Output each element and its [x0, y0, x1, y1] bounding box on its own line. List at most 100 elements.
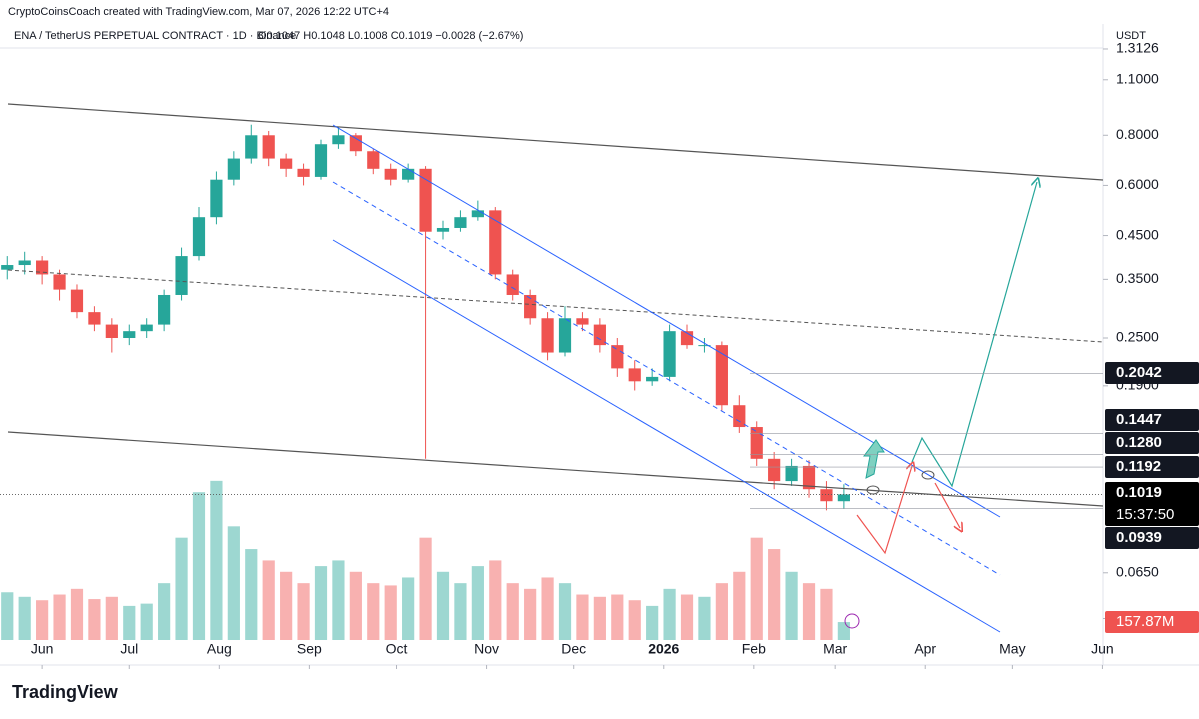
x-tick-label: Aug — [207, 641, 232, 657]
volume-bar — [384, 585, 397, 640]
candle-body — [70, 289, 84, 313]
volume-bar — [837, 622, 850, 640]
candle-body — [18, 260, 31, 266]
projection-arrow — [934, 482, 960, 528]
candle-body — [1, 265, 14, 270]
x-tick-label: Mar — [823, 641, 847, 657]
y-tick-label: 0.6000 — [1116, 176, 1159, 192]
volume-bar — [698, 596, 711, 640]
symbol: ENA / TetherUS PERPETUAL CONTRACT · 1D ·… — [14, 30, 296, 42]
candle-body — [262, 135, 275, 159]
volume-bar — [140, 603, 153, 640]
volume-bar — [454, 583, 467, 640]
candle-body — [489, 210, 502, 275]
candle-body — [210, 179, 223, 218]
candle-body — [140, 324, 153, 332]
x-tick-label: Apr — [914, 641, 936, 657]
volume-bar — [349, 571, 362, 640]
channel-line — [332, 181, 1001, 576]
candle-body — [402, 168, 415, 180]
ohlc: O0.1047 H0.1048 L0.1008 C0.1019 −0.0028 … — [258, 30, 523, 42]
candle-body — [436, 227, 450, 232]
price-label-box — [1105, 482, 1199, 526]
y-tick-label: 0.2500 — [1116, 329, 1159, 345]
candle-body — [506, 274, 519, 295]
volume-bar — [489, 560, 502, 640]
candle-body — [646, 376, 659, 382]
volume-bar — [402, 577, 415, 640]
volume-bar — [506, 583, 519, 640]
volume-bar — [314, 566, 328, 640]
x-tick-label: May — [999, 641, 1025, 657]
volume-bar — [262, 560, 275, 640]
volume-bar — [297, 583, 310, 640]
volume-bar — [280, 571, 293, 640]
volume-bar — [419, 537, 432, 640]
x-tick-label: Sep — [297, 641, 322, 657]
y-tick-label: 0.4500 — [1116, 226, 1159, 242]
volume-bar — [646, 605, 659, 640]
candle-body — [628, 368, 641, 382]
trend-line — [7, 431, 1104, 507]
channel-line — [332, 239, 1001, 633]
projection-arrow — [911, 182, 1037, 488]
volume-bar — [210, 480, 223, 640]
volume-bar — [750, 537, 763, 640]
candle-body — [750, 427, 763, 459]
volume-bar — [70, 588, 84, 640]
candle-body — [192, 217, 206, 257]
volume-bar — [820, 588, 833, 640]
candle-body — [663, 331, 676, 377]
volume-bar — [733, 571, 746, 640]
volume-bar — [785, 571, 798, 640]
volume-bar — [628, 600, 641, 640]
candle-body — [53, 274, 66, 290]
x-tick-label: Jun — [31, 641, 54, 657]
candle-body — [698, 345, 711, 347]
credit: CryptoCoinsCoach created with TradingVie… — [8, 6, 389, 18]
volume-label: 157.87M — [1116, 613, 1174, 630]
volume-bar — [332, 560, 345, 640]
volume-bar — [192, 492, 206, 640]
brand: TradingView — [12, 682, 119, 702]
candle-body — [715, 345, 728, 406]
volume-bar — [436, 571, 450, 640]
candle-body — [158, 294, 171, 325]
x-tick-label: Feb — [742, 641, 766, 657]
candle-body — [454, 217, 467, 228]
price-label: 0.1192 — [1116, 458, 1161, 475]
price-label-box — [1105, 362, 1199, 384]
price-label-box — [1105, 527, 1199, 549]
x-tick-label: 2026 — [648, 641, 679, 657]
candle-body — [419, 168, 432, 232]
projection-arrow — [856, 466, 912, 555]
candle-body — [785, 465, 798, 482]
arrow-icon — [863, 439, 885, 479]
countdown: 15:37:50 — [1116, 506, 1174, 523]
candle-body — [280, 158, 293, 169]
candle-body — [245, 135, 258, 159]
price-label-box — [1105, 456, 1199, 478]
volume-bar — [227, 526, 240, 640]
price-label: 0.0939 — [1116, 529, 1162, 546]
candle-body — [576, 318, 589, 325]
volume-bar — [715, 583, 728, 640]
volume-bar — [558, 583, 572, 640]
trend-line — [7, 269, 1104, 343]
volume-bar — [541, 577, 554, 640]
volume-label-box — [1105, 611, 1199, 633]
x-tick-label: Jul — [120, 641, 138, 657]
volume-bar — [158, 583, 171, 640]
volume-bar — [768, 549, 781, 640]
candle-body — [802, 465, 816, 490]
candle-body — [384, 168, 397, 180]
volume-bar — [1, 592, 14, 640]
price-label: 0.1447 — [1116, 411, 1162, 428]
eye-icon — [921, 470, 935, 480]
x-tick-label: Dec — [561, 641, 586, 657]
volume-bar — [245, 549, 258, 640]
volume-bar — [802, 583, 816, 640]
candle-body — [105, 324, 118, 339]
price-label-box — [1105, 409, 1199, 431]
